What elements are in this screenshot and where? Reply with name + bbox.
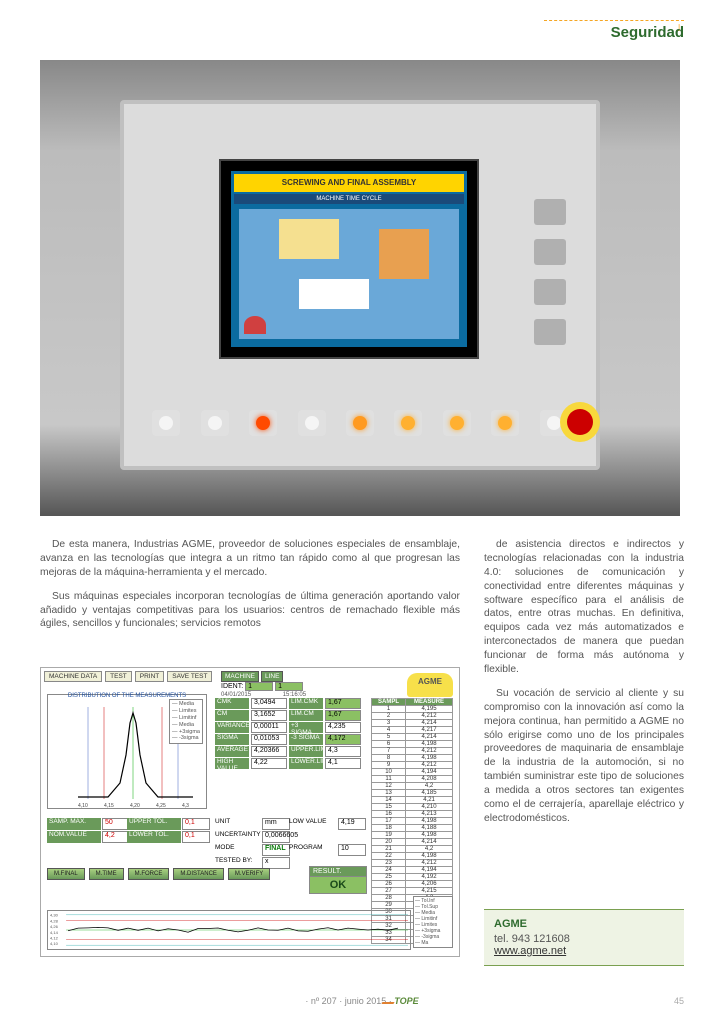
section-title: Seguridad: [611, 24, 684, 41]
contact-tel: tel. 943 121608: [494, 933, 674, 945]
hdr-machine: MACHINE: [221, 671, 259, 682]
hmi-screen: SCREWING AND FINAL ASSEMBLY MACHINE TIME…: [219, 159, 479, 359]
paragraph: Su vocación de servicio al cliente y su …: [484, 687, 684, 826]
svg-text:4,10: 4,10: [78, 803, 88, 809]
contact-name: AGME: [494, 918, 674, 930]
page-number: 45: [674, 996, 684, 1006]
svg-text:4,10: 4,10: [50, 941, 59, 946]
paragraph: De esta manera, Industrias AGME, proveed…: [40, 538, 460, 580]
screen-subtitle: MACHINE TIME CYCLE: [234, 194, 464, 204]
ident-val: 1: [245, 682, 273, 691]
software-screenshot: MACHINE DATATESTPRINTSAVE TEST MACHINE L…: [40, 667, 460, 957]
contact-box: AGME tel. 943 121608 www.agme.net: [484, 909, 684, 966]
panel-side-button: [534, 279, 566, 305]
svg-text:4,25: 4,25: [156, 803, 166, 809]
paragraph: de asistencia directos e indirectos y te…: [484, 538, 684, 677]
line-val: 1: [275, 682, 303, 691]
control-panel: SCREWING AND FINAL ASSEMBLY MACHINE TIME…: [120, 100, 600, 470]
panel-side-button: [534, 239, 566, 265]
indicator-row: [142, 410, 578, 436]
contact-web: www.agme.net: [494, 945, 674, 957]
sw-logo: AGME: [407, 673, 453, 697]
result-box: RESULT. OK: [309, 866, 367, 894]
tolerance-grid: SAMP. MAX.50 UPPER TOL.0,1 NOM.VALUE4,2 …: [47, 818, 205, 843]
screen-title: SCREWING AND FINAL ASSEMBLY: [234, 174, 464, 192]
svg-text:4,14: 4,14: [50, 930, 59, 935]
distribution-chart: DISTRIBUTION OF THE MEASUREMENTS 4,104,1…: [47, 694, 207, 809]
svg-text:4,26: 4,26: [50, 924, 58, 929]
spc-legend: — Tol.Inf— Tol.Sup— Media— Limitinf— Lim…: [413, 896, 453, 948]
panel-side-button: [534, 199, 566, 225]
svg-text:4,20: 4,20: [130, 803, 140, 809]
svg-text:4,12: 4,12: [50, 936, 58, 941]
ident-label: IDENT:: [221, 683, 243, 690]
emergency-stop: [560, 402, 600, 442]
footer-logo: TOPE: [394, 996, 418, 1006]
svg-text:4,3: 4,3: [182, 803, 189, 809]
floorplan: [239, 209, 459, 339]
paragraph: Sus máquinas especiales incorporan tecno…: [40, 590, 460, 632]
spc-chart: 4,304,284,264,144,124,10: [47, 910, 411, 950]
mode-grid: UNITmm LOW VALUE4,19 UNCERTAINTY0,006660…: [215, 818, 355, 869]
issue: · nº 207 · junio 2015 ·: [305, 996, 391, 1006]
stats-block: CMK3,0494LIM.CMK1,67CM3,1652LIM.CM1,67VA…: [215, 698, 355, 769]
chart-legend: — Media— Limites— Limitinf— Media— +3sig…: [169, 699, 203, 744]
header-rule: [544, 20, 684, 21]
svg-text:4,15: 4,15: [104, 803, 114, 809]
footer: · nº 207 · junio 2015 · TOPE 45: [0, 996, 724, 1006]
mode-buttons: M.FINALM.TIMEM.FORCEM.DISTANCEM.VERIFY: [47, 868, 270, 880]
machine-photo: SCREWING AND FINAL ASSEMBLY MACHINE TIME…: [40, 60, 680, 516]
hdr-line: LINE: [261, 671, 283, 682]
panel-side-button: [534, 319, 566, 345]
svg-text:4,28: 4,28: [50, 919, 58, 924]
svg-text:4,30: 4,30: [50, 913, 59, 918]
